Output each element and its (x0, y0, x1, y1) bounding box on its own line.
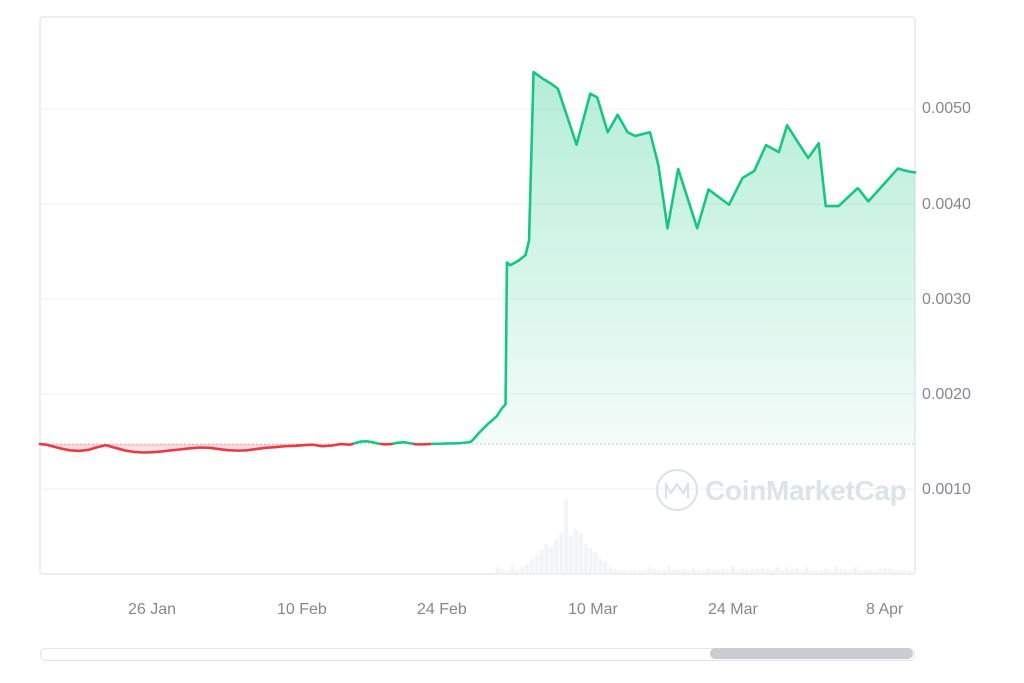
svg-text:CoinMarketCap: CoinMarketCap (705, 475, 906, 506)
